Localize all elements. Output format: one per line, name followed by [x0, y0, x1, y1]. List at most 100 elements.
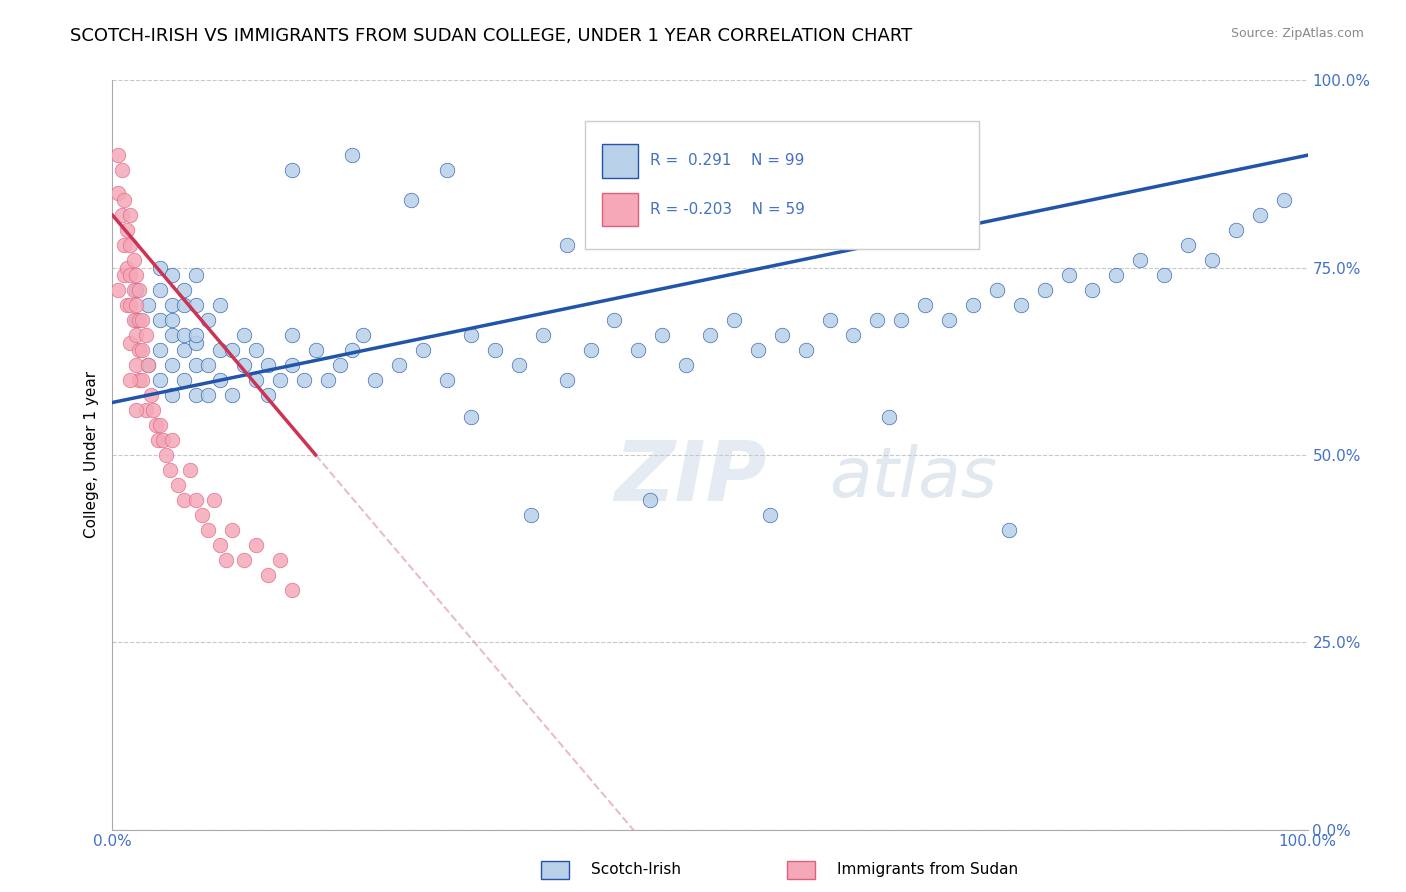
Point [866, 313, 889, 327]
Text: Immigrants from Sudan: Immigrants from Sudan [837, 863, 1018, 877]
Point [603, 313, 626, 327]
Point [340, 148, 363, 162]
Point [555, 373, 578, 387]
Point [770, 328, 793, 343]
Point [1249, 208, 1271, 222]
Point [146, 433, 169, 447]
Point [125, 268, 148, 282]
Point [1010, 298, 1032, 312]
Point [125, 403, 148, 417]
Point [675, 358, 697, 372]
Text: atlas: atlas [830, 444, 997, 511]
Point [436, 373, 458, 387]
Point [986, 283, 1008, 297]
Point [138, 298, 160, 312]
Point [1129, 253, 1152, 268]
Point [173, 492, 195, 507]
Point [305, 343, 328, 357]
Y-axis label: College, Under 1 year: College, Under 1 year [83, 371, 98, 539]
Point [120, 208, 142, 222]
Point [520, 508, 543, 522]
Point [173, 283, 195, 297]
Point [149, 313, 172, 327]
Point [162, 268, 183, 282]
Point [162, 298, 183, 312]
Point [209, 298, 232, 312]
Point [197, 523, 219, 537]
Point [111, 208, 134, 222]
Point [138, 358, 160, 372]
Point [173, 298, 195, 312]
Point [128, 313, 150, 327]
Point [191, 508, 214, 522]
Point [460, 410, 482, 425]
Point [531, 328, 554, 343]
Point [152, 433, 174, 447]
Point [209, 538, 232, 552]
Point [215, 553, 238, 567]
Point [120, 373, 142, 387]
Point [186, 328, 208, 343]
Text: ZIP: ZIP [614, 437, 768, 518]
Point [159, 463, 181, 477]
Point [842, 328, 865, 343]
Point [1201, 253, 1223, 268]
Point [173, 328, 195, 343]
Point [197, 388, 219, 402]
Point [627, 343, 650, 357]
Point [186, 298, 208, 312]
Point [364, 373, 387, 387]
Point [131, 373, 153, 387]
Point [245, 373, 267, 387]
Point [202, 492, 225, 507]
Point [128, 343, 150, 357]
Point [186, 492, 208, 507]
Point [818, 313, 841, 327]
Point [125, 358, 148, 372]
Point [233, 553, 256, 567]
Point [114, 193, 135, 207]
Point [221, 343, 243, 357]
Point [162, 433, 183, 447]
Point [149, 260, 172, 275]
Point [281, 328, 304, 343]
Point [221, 388, 243, 402]
Point [145, 417, 167, 432]
Point [747, 343, 769, 357]
Point [114, 238, 135, 252]
Point [257, 567, 280, 582]
Point [890, 313, 912, 327]
Point [115, 298, 138, 312]
FancyBboxPatch shape [603, 193, 638, 227]
Point [269, 373, 291, 387]
Point [120, 268, 142, 282]
Point [149, 283, 172, 297]
Point [167, 478, 190, 492]
Point [233, 358, 256, 372]
Text: R = -0.203    N = 59: R = -0.203 N = 59 [651, 202, 806, 217]
Point [125, 313, 148, 327]
Point [759, 508, 782, 522]
Point [1272, 193, 1295, 207]
Text: Source: ZipAtlas.com: Source: ZipAtlas.com [1230, 27, 1364, 40]
Point [155, 448, 177, 462]
Point [120, 298, 142, 312]
Point [209, 373, 232, 387]
Point [186, 268, 208, 282]
Point [122, 253, 145, 268]
Point [131, 313, 153, 327]
Text: Scotch-Irish: Scotch-Irish [591, 863, 681, 877]
Point [269, 553, 291, 567]
Point [131, 343, 153, 357]
Point [135, 328, 157, 343]
Point [197, 313, 219, 327]
Point [257, 388, 280, 402]
Point [114, 268, 135, 282]
Point [998, 523, 1021, 537]
Point [111, 163, 134, 178]
Point [120, 238, 142, 252]
Point [209, 343, 232, 357]
Point [162, 313, 183, 327]
Point [125, 283, 148, 297]
Point [186, 335, 208, 350]
